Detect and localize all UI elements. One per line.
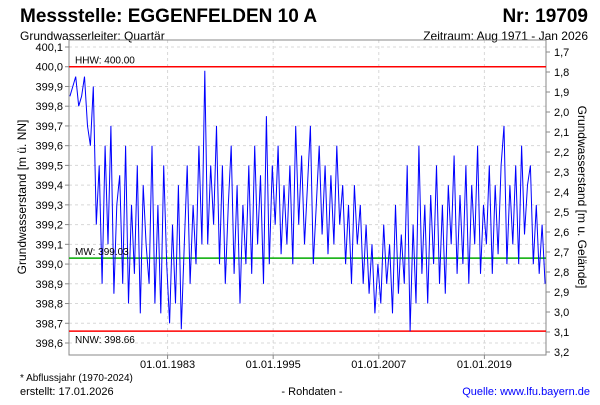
y-right-tick-label: 2,4: [554, 187, 569, 199]
y-right-tick-label: 1,8: [554, 67, 569, 79]
y-right-tick-label: 2,7: [554, 247, 569, 259]
station-title: Messstelle: EGGENFELDEN 10 A: [20, 6, 317, 27]
station-number: Nr: 19709: [502, 6, 588, 27]
y-tick-label: 399,9: [35, 81, 63, 93]
y-tick-label: 399,5: [35, 160, 63, 172]
y-tick-label: 398,7: [35, 318, 63, 330]
y-right-tick-label: 2,0: [554, 107, 569, 119]
y-tick-label: 398,9: [35, 279, 63, 291]
y-tick-label: 398,8: [35, 299, 63, 311]
y-axis-label: Grundwasserstand [m ü. NN]: [15, 120, 29, 275]
y-right-tick-label: 2,2: [554, 147, 569, 159]
plot-frame: [68, 39, 547, 356]
y-tick-label: 399,3: [35, 200, 63, 212]
reference-label-mw: MW: 399.03: [75, 247, 129, 258]
y-tick-label: 399,8: [35, 101, 63, 113]
reference-label-hhw: HHW: 400.00: [75, 56, 135, 67]
period-label: Zeitraum: Aug 1971 - Jan 2026: [423, 29, 588, 43]
created-date: erstellt: 17.01.2026: [20, 386, 114, 398]
y-right-tick-label: 2,9: [554, 287, 569, 299]
y-right-tick-label: 2,6: [554, 227, 569, 239]
x-tick-label: 01.01.2007: [351, 359, 406, 371]
y-tick-label: 399,4: [35, 180, 63, 192]
y-right-tick-label: 2,1: [554, 127, 569, 139]
y-tick-label: 398,6: [35, 338, 63, 350]
y-tick-label: 399,1: [35, 239, 63, 251]
y-right-tick-label: 2,8: [554, 267, 569, 279]
y-right-tick-label: 1,9: [554, 87, 569, 99]
y-tick-label: 399,6: [35, 141, 63, 153]
y-tick-label: 399,0: [35, 259, 63, 271]
y-right-tick-label: 3,2: [554, 347, 569, 359]
y-right-tick-label: 2,5: [554, 207, 569, 219]
y-right-tick-label: 3,0: [554, 307, 569, 319]
series-line: [69, 70, 546, 332]
y-tick-label: 400,0: [35, 62, 63, 74]
footnote: * Abflussjahr (1970-2024): [20, 373, 133, 384]
aquifer-label: Grundwasserleiter: Quartär: [20, 29, 165, 43]
y-right-tick-label: 2,3: [554, 167, 569, 179]
y-tick-label: 400,1: [35, 42, 63, 54]
y-axis-right-label: Grundwasserstand [m u. Gelände]: [575, 106, 589, 289]
x-tick-label: 01.01.1995: [246, 359, 301, 371]
y-tick-label: 399,7: [35, 121, 63, 133]
y-right-tick-label: 3,1: [554, 327, 569, 339]
y-right-tick-label: 1,7: [554, 47, 569, 59]
x-tick-label: 01.01.2019: [457, 359, 512, 371]
source-link[interactable]: Quelle: www.lfu.bayern.de: [462, 386, 590, 398]
rawdata-label: - Rohdaten -: [281, 386, 342, 398]
x-tick-label: 01.01.1983: [140, 359, 195, 371]
reference-label-nnw: NNW: 398.66: [75, 335, 135, 346]
y-tick-label: 399,2: [35, 220, 63, 232]
